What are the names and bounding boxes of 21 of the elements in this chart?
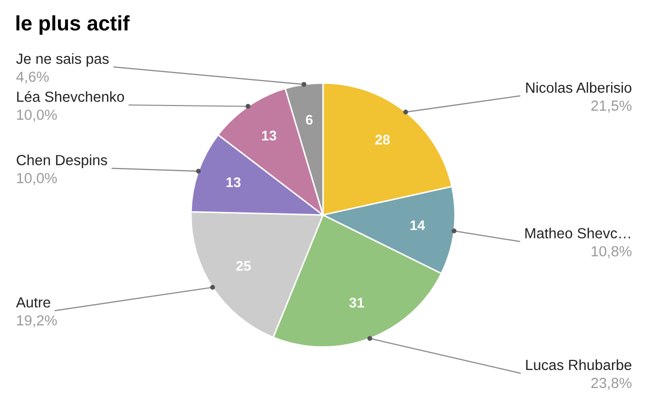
data-label: 13 bbox=[226, 177, 241, 188]
text: 4,6% bbox=[16, 72, 49, 84]
data-label: 14 bbox=[410, 220, 425, 230]
data-label: 28 bbox=[375, 134, 390, 145]
data-label: 6 bbox=[306, 114, 313, 125]
text: 10,0% bbox=[17, 172, 57, 185]
slice-label: Nicolas Alberisio bbox=[526, 82, 632, 93]
slice-label: Je ne sais pas bbox=[16, 53, 109, 67]
text: 23,8% bbox=[591, 378, 632, 390]
slice-label: Matheo Shevc… bbox=[525, 228, 630, 238]
slice-label: Chen Despins bbox=[16, 154, 108, 168]
text: 10,0% bbox=[17, 110, 57, 122]
text: 10,8% bbox=[592, 246, 632, 258]
slice-label: Léa Shevchenko bbox=[17, 91, 124, 102]
data-label: 13 bbox=[262, 130, 276, 141]
text: 21,5% bbox=[591, 100, 632, 113]
text: 19,2% bbox=[17, 315, 57, 328]
slice-label: Lucas Rhubarbe bbox=[526, 359, 632, 370]
slice-label: Autre bbox=[16, 297, 50, 308]
data-label: 31 bbox=[349, 298, 364, 308]
chart-title: le plus actif bbox=[16, 15, 130, 35]
